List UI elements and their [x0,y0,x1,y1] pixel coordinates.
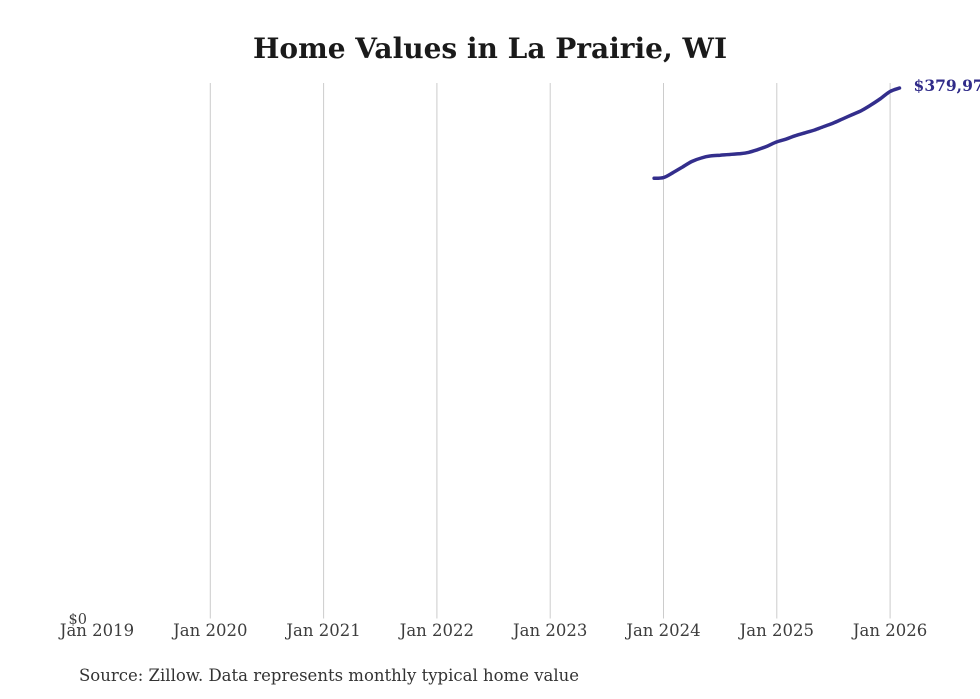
home-value-line [652,86,902,181]
x-axis-tick-label: Jan 2023 [513,621,588,640]
source-note: Source: Zillow. Data represents monthly … [79,666,580,685]
x-axis-tick-label: Jan 2026 [852,621,928,640]
x-axis-tick-label: Jan 2024 [626,621,701,640]
chart-title: Home Values in La Prairie, WI [252,32,728,65]
x-axis-tick-label: Jan 2025 [739,621,814,640]
y-axis-zero-label: $0 [68,612,87,628]
x-axis-tick-label: Jan 2021 [286,621,361,640]
x-axis-tick-label: Jan 2019 [59,621,135,640]
x-axis-tick-label: Jan 2022 [399,621,475,640]
latest-value-label: $379,975 [913,76,980,95]
x-axis-tick-label: Jan 2020 [173,621,248,640]
